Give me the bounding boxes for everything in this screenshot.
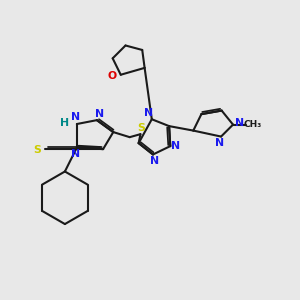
Text: S: S	[34, 145, 41, 155]
Text: H: H	[60, 118, 70, 128]
Text: CH₃: CH₃	[244, 120, 262, 129]
Text: N: N	[71, 149, 80, 159]
Text: N: N	[171, 141, 180, 151]
Text: N: N	[150, 156, 159, 166]
Text: N: N	[71, 112, 80, 122]
Text: O: O	[108, 71, 117, 81]
Text: N: N	[215, 138, 224, 148]
Text: S: S	[137, 123, 145, 133]
Text: N: N	[235, 118, 244, 128]
Text: N: N	[95, 109, 104, 118]
Text: N: N	[144, 108, 153, 118]
